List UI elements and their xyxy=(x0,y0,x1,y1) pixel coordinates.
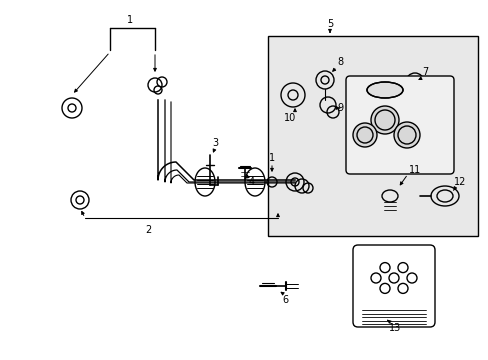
Circle shape xyxy=(370,106,398,134)
Text: 13: 13 xyxy=(388,323,400,333)
Text: 10: 10 xyxy=(284,113,296,123)
Text: 3: 3 xyxy=(211,138,218,148)
Circle shape xyxy=(352,123,376,147)
Text: 11: 11 xyxy=(408,165,420,175)
Text: 9: 9 xyxy=(336,103,343,113)
Text: 6: 6 xyxy=(282,295,287,305)
FancyBboxPatch shape xyxy=(346,76,453,174)
Text: 1: 1 xyxy=(127,15,133,25)
Circle shape xyxy=(393,122,419,148)
Text: 4: 4 xyxy=(248,177,255,187)
Text: 7: 7 xyxy=(421,67,427,77)
FancyBboxPatch shape xyxy=(352,245,434,327)
Text: 5: 5 xyxy=(326,19,332,29)
Text: 2: 2 xyxy=(144,225,151,235)
Text: 12: 12 xyxy=(453,177,465,187)
Bar xyxy=(267,36,477,236)
Text: 1: 1 xyxy=(268,153,274,163)
Ellipse shape xyxy=(366,82,402,98)
Text: 8: 8 xyxy=(336,57,343,67)
